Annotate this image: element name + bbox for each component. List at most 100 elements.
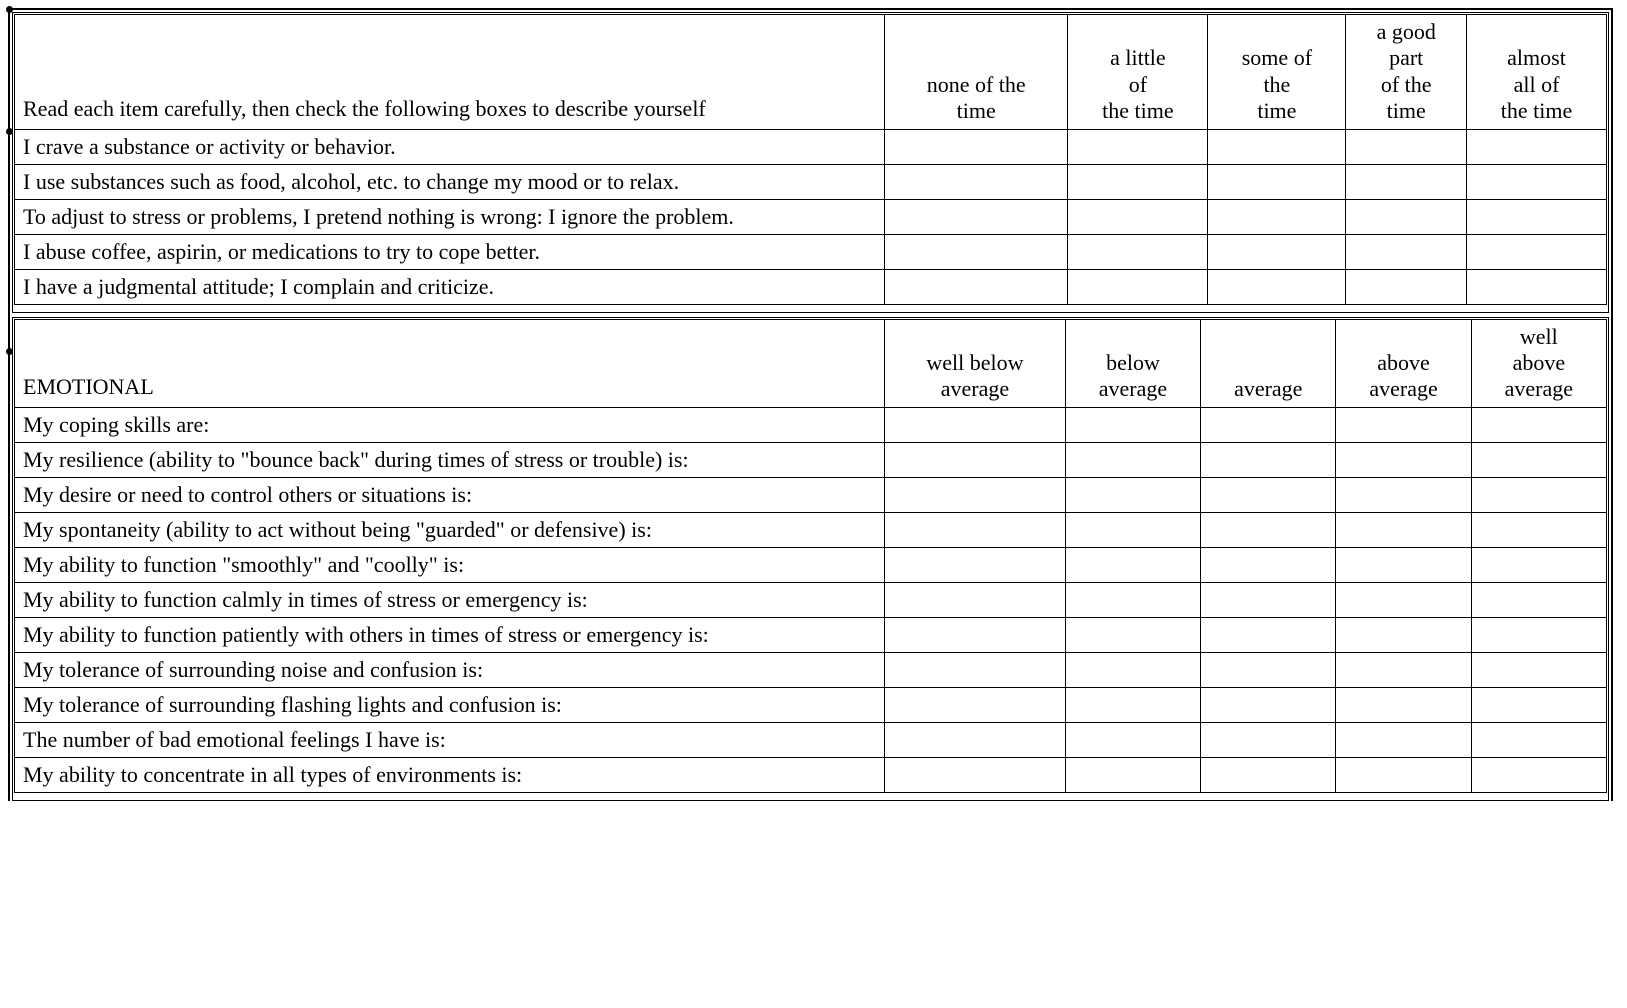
response-cell[interactable] [885, 722, 1066, 757]
response-cell[interactable] [1201, 652, 1336, 687]
response-cell[interactable] [1471, 442, 1606, 477]
response-cell[interactable] [1208, 234, 1346, 269]
item-stem: My tolerance of surrounding noise and co… [15, 652, 885, 687]
response-cell[interactable] [885, 582, 1066, 617]
section-2-option-0: well belowaverage [885, 319, 1066, 407]
response-cell[interactable] [1471, 547, 1606, 582]
response-cell[interactable] [1068, 129, 1208, 164]
response-cell[interactable] [1065, 582, 1200, 617]
response-cell[interactable] [1065, 617, 1200, 652]
response-cell[interactable] [1201, 442, 1336, 477]
section-1-instruction: Read each item carefully, then check the… [15, 15, 885, 130]
response-cell[interactable] [1065, 442, 1200, 477]
table-row: I use substances such as food, alcohol, … [15, 164, 1607, 199]
item-stem: My ability to concentrate in all types o… [15, 757, 885, 792]
response-cell[interactable] [1201, 617, 1336, 652]
item-stem: My ability to function "smoothly" and "c… [15, 547, 885, 582]
corner-dot [6, 348, 13, 355]
table-row: My desire or need to control others or s… [15, 477, 1607, 512]
table-row: My ability to concentrate in all types o… [15, 757, 1607, 792]
response-cell[interactable] [1068, 269, 1208, 304]
response-cell[interactable] [1467, 269, 1607, 304]
response-cell[interactable] [885, 269, 1068, 304]
response-cell[interactable] [885, 477, 1066, 512]
table-row: My tolerance of surrounding noise and co… [15, 652, 1607, 687]
response-cell[interactable] [885, 687, 1066, 722]
section-1-option-0: none of thetime [885, 15, 1068, 130]
response-cell[interactable] [1068, 199, 1208, 234]
response-cell[interactable] [885, 547, 1066, 582]
response-cell[interactable] [885, 407, 1066, 442]
response-cell[interactable] [1467, 164, 1607, 199]
response-cell[interactable] [1068, 234, 1208, 269]
response-cell[interactable] [1208, 129, 1346, 164]
response-cell[interactable] [1336, 442, 1471, 477]
response-cell[interactable] [1471, 652, 1606, 687]
response-cell[interactable] [885, 164, 1068, 199]
response-cell[interactable] [885, 129, 1068, 164]
response-cell[interactable] [1471, 407, 1606, 442]
response-cell[interactable] [1065, 722, 1200, 757]
item-stem: I abuse coffee, aspirin, or medications … [15, 234, 885, 269]
response-cell[interactable] [1065, 477, 1200, 512]
response-cell[interactable] [1065, 547, 1200, 582]
response-cell[interactable] [1471, 687, 1606, 722]
section-2-wrap: EMOTIONAL well belowaverage belowaverage… [12, 317, 1609, 801]
response-cell[interactable] [1065, 687, 1200, 722]
response-cell[interactable] [1208, 199, 1346, 234]
response-cell[interactable] [1201, 757, 1336, 792]
response-cell[interactable] [1336, 407, 1471, 442]
response-cell[interactable] [1336, 477, 1471, 512]
response-cell[interactable] [1208, 269, 1346, 304]
response-cell[interactable] [1336, 652, 1471, 687]
response-cell[interactable] [1346, 269, 1467, 304]
response-cell[interactable] [885, 234, 1068, 269]
response-cell[interactable] [885, 652, 1066, 687]
item-stem: My ability to function calmly in times o… [15, 582, 885, 617]
response-cell[interactable] [1471, 722, 1606, 757]
response-cell[interactable] [885, 757, 1066, 792]
response-cell[interactable] [1467, 129, 1607, 164]
response-cell[interactable] [1201, 582, 1336, 617]
response-cell[interactable] [1346, 164, 1467, 199]
section-1-wrap: Read each item carefully, then check the… [12, 12, 1609, 313]
response-cell[interactable] [1346, 199, 1467, 234]
table-row: I abuse coffee, aspirin, or medications … [15, 234, 1607, 269]
response-cell[interactable] [885, 512, 1066, 547]
response-cell[interactable] [1336, 617, 1471, 652]
response-cell[interactable] [885, 199, 1068, 234]
section-2-header-row: EMOTIONAL well belowaverage belowaverage… [15, 319, 1607, 407]
response-cell[interactable] [1471, 512, 1606, 547]
response-cell[interactable] [1201, 512, 1336, 547]
response-cell[interactable] [1336, 722, 1471, 757]
response-cell[interactable] [1346, 129, 1467, 164]
response-cell[interactable] [1471, 617, 1606, 652]
response-cell[interactable] [1467, 199, 1607, 234]
response-cell[interactable] [1068, 164, 1208, 199]
response-cell[interactable] [1336, 512, 1471, 547]
response-cell[interactable] [1065, 757, 1200, 792]
response-cell[interactable] [1471, 477, 1606, 512]
response-cell[interactable] [1336, 757, 1471, 792]
section-2-option-3: aboveaverage [1336, 319, 1471, 407]
item-stem: My desire or need to control others or s… [15, 477, 885, 512]
response-cell[interactable] [1336, 687, 1471, 722]
response-cell[interactable] [1471, 582, 1606, 617]
response-cell[interactable] [1336, 582, 1471, 617]
response-cell[interactable] [1201, 722, 1336, 757]
response-cell[interactable] [1201, 407, 1336, 442]
response-cell[interactable] [1201, 547, 1336, 582]
response-cell[interactable] [1201, 477, 1336, 512]
response-cell[interactable] [1336, 547, 1471, 582]
response-cell[interactable] [1208, 164, 1346, 199]
response-cell[interactable] [1471, 757, 1606, 792]
response-cell[interactable] [1065, 652, 1200, 687]
response-cell[interactable] [1467, 234, 1607, 269]
response-cell[interactable] [1065, 512, 1200, 547]
response-cell[interactable] [1065, 407, 1200, 442]
response-cell[interactable] [1346, 234, 1467, 269]
response-cell[interactable] [885, 617, 1066, 652]
section-1-option-4: almostall ofthe time [1467, 15, 1607, 130]
response-cell[interactable] [1201, 687, 1336, 722]
response-cell[interactable] [885, 442, 1066, 477]
